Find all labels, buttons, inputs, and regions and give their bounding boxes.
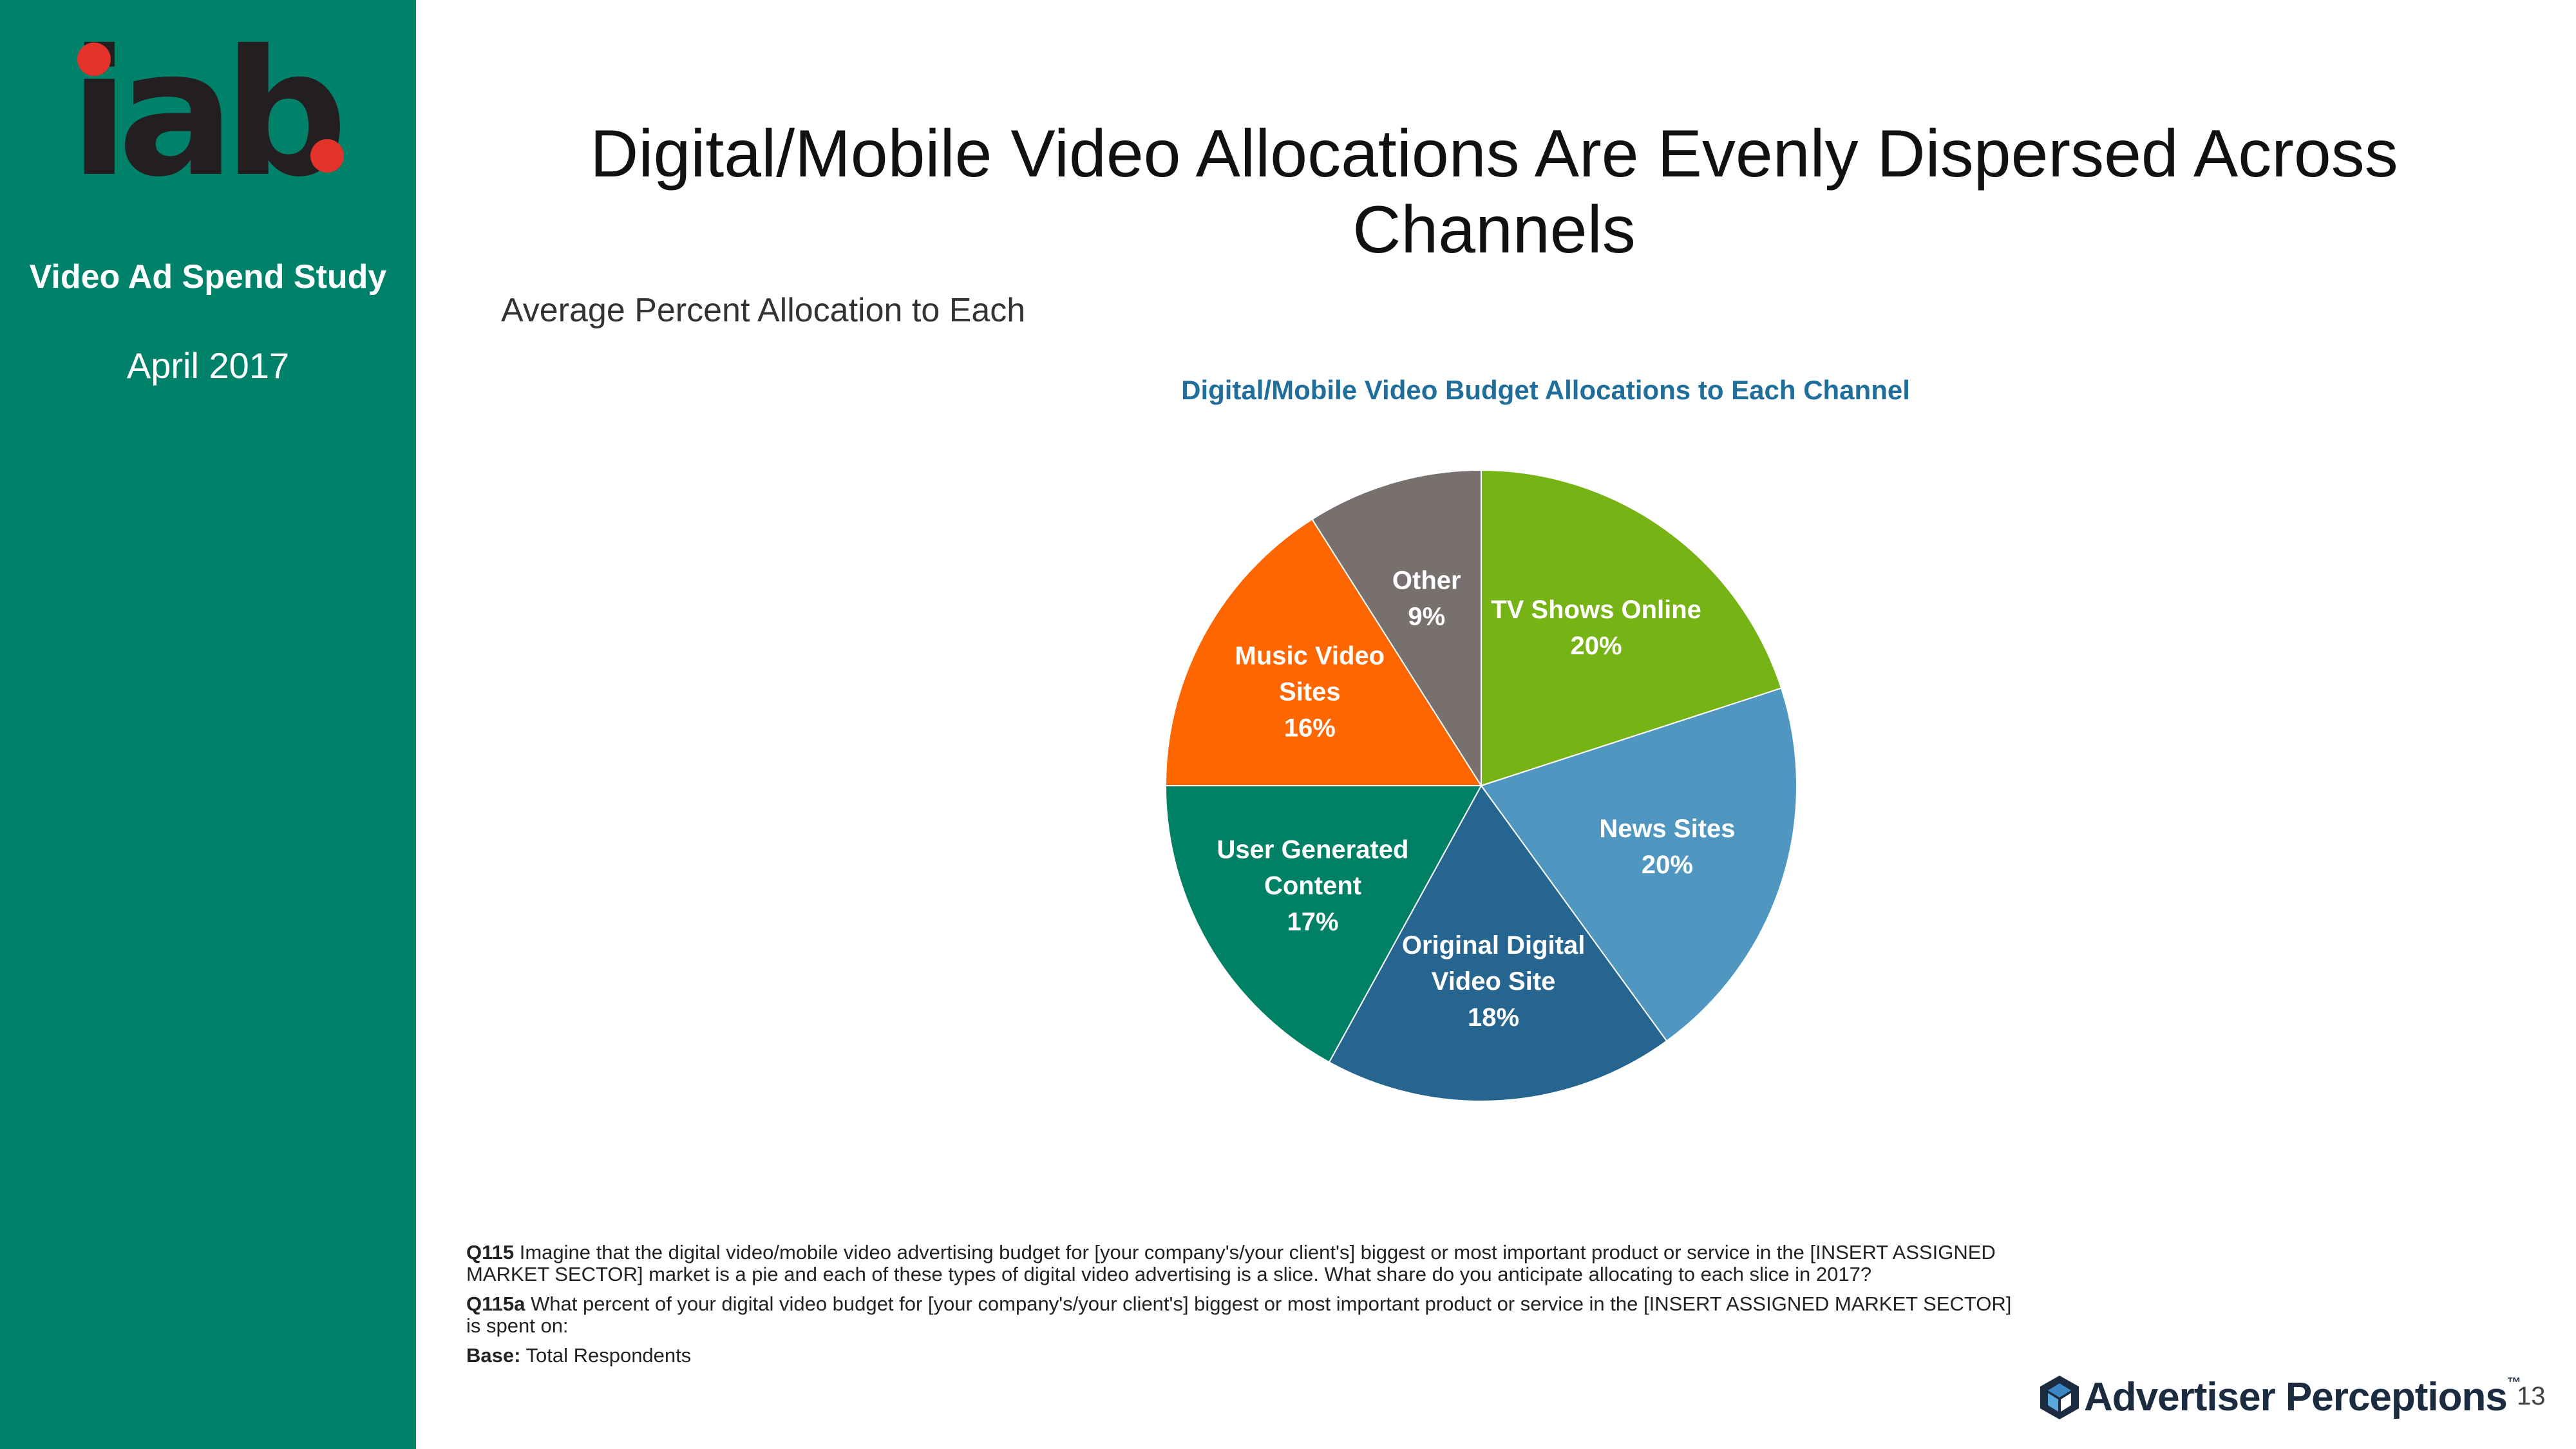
sidebar: iab Video Ad Spend Study April 2017	[0, 0, 416, 1449]
footnote-q115-text: Imagine that the digital video/mobile vi…	[466, 1241, 1996, 1285]
slice-label-music-video-sites: Music Video Sites 16%	[1235, 642, 1385, 743]
footnote-base-text: Total Respondents	[520, 1344, 692, 1367]
page-number: 13	[2517, 1382, 2546, 1410]
slice-name: Other	[1392, 566, 1461, 594]
pie-chart: TV Shows Online 20% News Sites 20% Original …	[1164, 469, 1797, 1102]
slice-name: TV Shows Online	[1491, 596, 1701, 624]
slice-name: News Sites	[1599, 815, 1735, 843]
slice-name: User Generated	[1217, 836, 1409, 864]
pie-slice-news-sites	[1480, 687, 1797, 1042]
study-title: Video Ad Spend Study	[29, 258, 387, 296]
slide-subtitle: Average Percent Allocation to Each	[501, 292, 1026, 329]
footnote-q115: Q115 Imagine that the digital video/mobi…	[466, 1242, 2025, 1285]
trademark: ™	[2506, 1374, 2521, 1390]
slice-name: Content	[1264, 872, 1361, 900]
study-date: April 2017	[126, 345, 290, 386]
pie-slice-original-digital-video-site	[1328, 784, 1668, 1102]
slice-label-news-sites: News Sites 20%	[1599, 815, 1735, 879]
slice-value: 17%	[1287, 908, 1338, 936]
footnote-q115a-label: Q115a	[466, 1293, 526, 1315]
slice-value: 18%	[1468, 1003, 1519, 1032]
slice-value: 20%	[1642, 851, 1693, 879]
slice-name: Sites	[1279, 678, 1341, 706]
slice-name: Original Digital	[1402, 931, 1585, 960]
slice-value: 20%	[1571, 632, 1622, 660]
pie-slice-tv-shows-online	[1481, 469, 1783, 787]
iab-logo: iab	[70, 37, 352, 187]
footnote-base: Base: Total Respondents	[466, 1345, 2025, 1367]
footnote-base-label: Base:	[466, 1344, 521, 1367]
slice-value: 9%	[1408, 602, 1445, 630]
slice-label-user-generated-content: User Generated Content 17%	[1217, 836, 1409, 936]
slice-label-other: Other 9%	[1392, 566, 1461, 630]
pie-slice-user-generated-content	[1164, 785, 1482, 1063]
logo-dot-top	[77, 43, 111, 76]
chart-title: Digital/Mobile Video Budget Allocations …	[1181, 375, 1910, 405]
pie-slice-music-video-sites	[1164, 518, 1482, 786]
logo-dot-end	[310, 139, 344, 173]
slice-name: Video Site	[1432, 967, 1556, 996]
slice-label-original-digital-video-site: Original Digital Video Site 18%	[1402, 931, 1585, 1032]
iab-logo-text: iab	[70, 37, 340, 187]
footnote-q115a: Q115a What percent of your digital video…	[466, 1293, 2025, 1337]
slice-value: 16%	[1284, 714, 1336, 743]
slice-label-tv-shows-online: TV Shows Online 20%	[1491, 596, 1701, 660]
page-title: Digital/Mobile Video Allocations Are Eve…	[590, 117, 2398, 267]
footnote-q115-label: Q115	[466, 1241, 515, 1264]
slice-name: Music Video	[1235, 642, 1385, 670]
footnote-q115a-text: What percent of your digital video budge…	[466, 1293, 2012, 1337]
brand-name: Advertiser Perceptions™	[2084, 1374, 2521, 1420]
footnotes: Q115 Imagine that the digital video/mobi…	[466, 1242, 2025, 1374]
pie-slice-other	[1311, 469, 1482, 788]
cube-icon	[2040, 1376, 2079, 1419]
brand-name-text: Advertiser Perceptions	[2084, 1375, 2508, 1419]
